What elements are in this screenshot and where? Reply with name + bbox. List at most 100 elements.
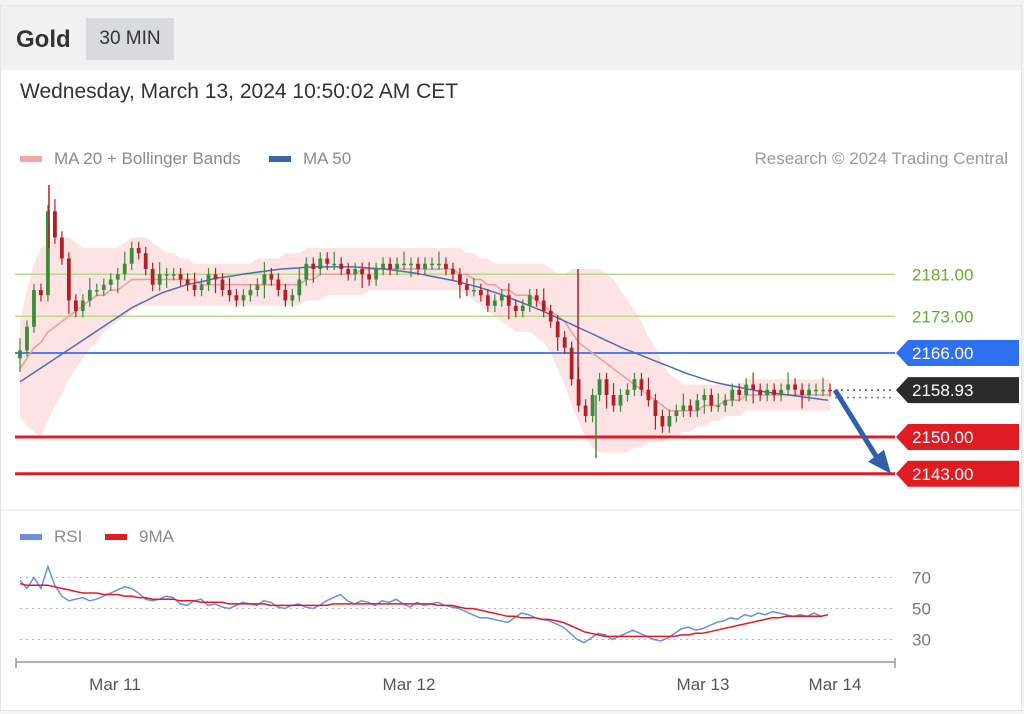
candle xyxy=(437,251,441,271)
candle xyxy=(793,378,797,397)
price-tag-text-2150.00: 2150.00 xyxy=(912,428,973,447)
candle xyxy=(108,273,113,292)
symbol-title: Gold xyxy=(16,26,71,53)
candle-body xyxy=(290,295,295,301)
candle-body xyxy=(18,350,22,359)
candle-body xyxy=(471,290,476,292)
price-tag-2143.00: 2143.00 xyxy=(896,460,1019,487)
candle-body xyxy=(744,384,749,395)
candle-body xyxy=(506,295,511,306)
candle-body xyxy=(590,395,595,416)
candle xyxy=(653,393,658,430)
candle-body xyxy=(39,290,43,296)
legend-rsi-ma-swatch xyxy=(105,534,127,540)
candle-body xyxy=(304,263,309,280)
candle xyxy=(101,278,106,297)
candle xyxy=(339,257,344,276)
candle xyxy=(199,278,204,297)
candle-body xyxy=(416,263,420,269)
candle xyxy=(688,399,693,418)
candle xyxy=(541,288,546,318)
candle-body xyxy=(395,263,399,269)
candle-body xyxy=(674,410,679,416)
legend-ma20: MA 20 + Bollinger Bands xyxy=(20,149,241,169)
rsi-line xyxy=(19,564,829,644)
candle xyxy=(241,288,246,307)
candle xyxy=(639,372,644,397)
candle-body xyxy=(108,279,113,285)
candle-body xyxy=(311,263,316,269)
candle xyxy=(283,283,288,307)
candle-body xyxy=(46,211,50,296)
candle xyxy=(779,383,784,402)
candle xyxy=(402,251,406,271)
candle-body xyxy=(94,290,99,292)
ma50-line xyxy=(19,266,829,402)
candle xyxy=(227,277,232,302)
candle xyxy=(255,278,260,297)
candle-body xyxy=(492,300,497,306)
candle-body xyxy=(115,274,120,280)
candle-body xyxy=(157,274,162,285)
candle-body xyxy=(807,389,811,395)
candle-body xyxy=(297,279,302,296)
candle-body xyxy=(248,290,253,296)
candle-body xyxy=(541,300,546,311)
candle-body xyxy=(800,389,804,395)
candle xyxy=(821,377,825,397)
candle xyxy=(646,377,651,407)
candle xyxy=(604,372,609,409)
candle xyxy=(807,383,811,402)
legend-ma50-swatch xyxy=(269,156,291,162)
candle xyxy=(381,257,386,276)
candle xyxy=(765,383,770,402)
candle-body xyxy=(164,274,169,276)
candle-body xyxy=(737,389,742,395)
candle xyxy=(667,409,672,433)
candle xyxy=(220,273,225,297)
candle-body xyxy=(227,290,232,296)
candle-body xyxy=(478,290,483,296)
candle xyxy=(395,257,399,276)
candle-body xyxy=(639,379,644,390)
candle xyxy=(87,277,92,307)
candle xyxy=(513,299,518,318)
candle xyxy=(129,241,134,271)
x-tick-label-0: Mar 11 xyxy=(89,675,141,694)
candle xyxy=(80,294,85,318)
candle-body xyxy=(611,395,616,406)
candle-body xyxy=(667,416,672,427)
candle xyxy=(39,283,43,302)
candle xyxy=(478,283,483,302)
candle xyxy=(332,251,337,271)
candle-body xyxy=(234,295,239,301)
candle xyxy=(471,277,476,297)
widget-frame: Gold 30 MIN Wednesday, March 13, 2024 10… xyxy=(0,5,1022,711)
timeframe-badge[interactable]: 30 MIN xyxy=(86,18,174,60)
candle xyxy=(388,257,392,276)
candle-body xyxy=(185,279,190,285)
legend-rsi-ma: 9MA xyxy=(105,527,174,547)
candle-body xyxy=(702,395,707,401)
forecast-arrow-head xyxy=(868,449,891,474)
candle-body xyxy=(786,384,791,390)
candle-body xyxy=(283,290,288,301)
candle xyxy=(318,252,323,276)
candle xyxy=(828,383,832,397)
candle xyxy=(520,299,525,318)
candle-body xyxy=(779,389,784,395)
candle xyxy=(297,267,302,302)
candle-body xyxy=(192,284,197,290)
candle-body xyxy=(499,295,504,301)
candle xyxy=(409,257,413,278)
rsi-ma-line xyxy=(19,582,829,638)
candle xyxy=(451,262,455,281)
candle xyxy=(164,267,169,288)
candle xyxy=(506,283,511,320)
candle xyxy=(360,262,365,288)
candle xyxy=(262,262,267,299)
candle-body xyxy=(751,384,756,390)
rsi-tick-50: 50 xyxy=(912,600,931,619)
copyright-text: Research © 2024 Trading Central xyxy=(754,149,1009,168)
candle-body xyxy=(171,274,176,276)
